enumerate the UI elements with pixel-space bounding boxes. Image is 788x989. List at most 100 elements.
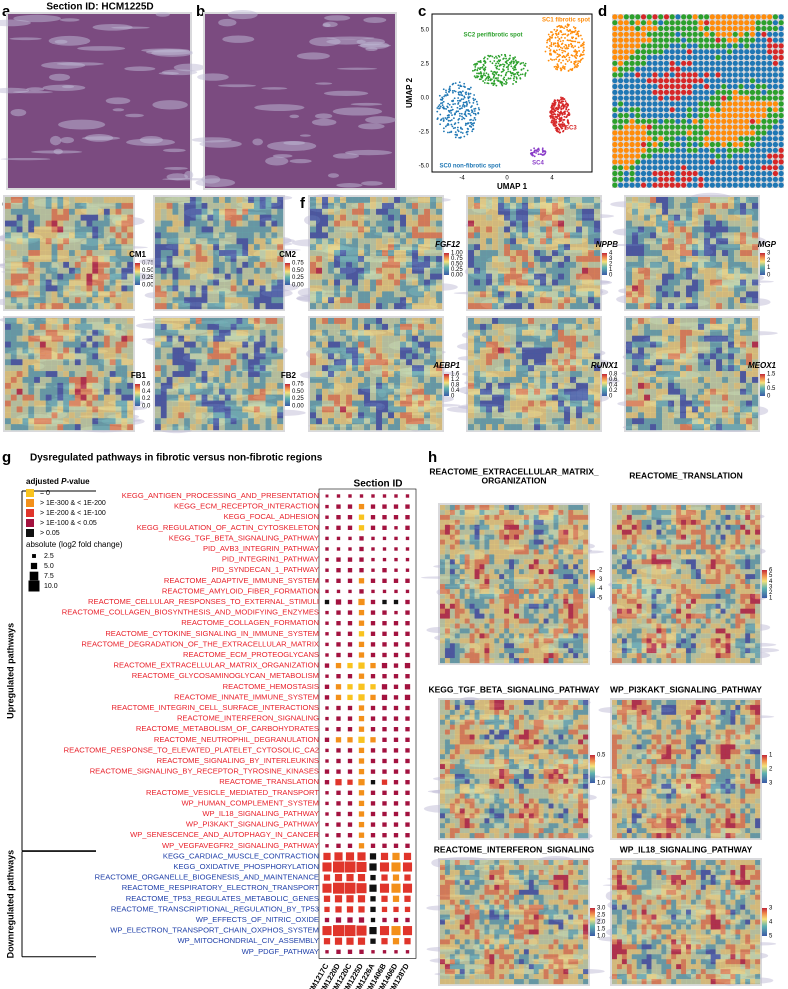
spot bbox=[46, 347, 52, 353]
spot bbox=[704, 72, 709, 77]
spot bbox=[687, 14, 692, 19]
spot bbox=[635, 67, 640, 72]
spot bbox=[161, 383, 167, 389]
spot bbox=[400, 291, 406, 297]
spot bbox=[474, 232, 480, 238]
spot bbox=[498, 291, 504, 297]
spot bbox=[167, 268, 173, 274]
spot bbox=[266, 395, 272, 401]
spot bbox=[474, 274, 480, 280]
spot bbox=[641, 154, 646, 159]
spot bbox=[316, 209, 322, 215]
spot bbox=[767, 125, 772, 130]
spot bbox=[178, 303, 184, 309]
spot bbox=[17, 280, 23, 286]
spot bbox=[40, 389, 46, 395]
spot bbox=[167, 244, 173, 250]
spot bbox=[172, 262, 178, 268]
spot bbox=[184, 418, 190, 424]
spot bbox=[277, 406, 283, 412]
spot bbox=[242, 359, 248, 365]
umap-point bbox=[479, 78, 481, 80]
spot bbox=[582, 285, 588, 291]
umap-point bbox=[461, 128, 463, 130]
spot bbox=[22, 342, 28, 348]
spot bbox=[352, 215, 358, 221]
spot bbox=[277, 238, 283, 244]
spot bbox=[178, 203, 184, 209]
spot bbox=[576, 221, 582, 227]
spot bbox=[629, 20, 634, 25]
spot bbox=[98, 232, 104, 238]
spot bbox=[698, 26, 703, 31]
spot bbox=[178, 406, 184, 412]
spot bbox=[376, 232, 382, 238]
spot bbox=[647, 107, 652, 112]
spot bbox=[98, 330, 104, 336]
spot bbox=[271, 395, 277, 401]
spot bbox=[710, 49, 715, 54]
spot bbox=[17, 377, 23, 383]
spot bbox=[406, 238, 412, 244]
spot bbox=[394, 244, 400, 250]
spot bbox=[528, 303, 534, 309]
spot bbox=[155, 221, 161, 227]
spot bbox=[155, 318, 161, 324]
colorbar bbox=[285, 263, 290, 285]
spot bbox=[11, 268, 17, 274]
spot bbox=[641, 26, 646, 31]
umap-point bbox=[524, 75, 526, 77]
colorbar-label: 0.25 bbox=[292, 275, 304, 281]
spot bbox=[681, 20, 686, 25]
spot bbox=[721, 61, 726, 66]
tissue-streak bbox=[358, 123, 385, 129]
spot bbox=[641, 101, 646, 106]
spot bbox=[687, 101, 692, 106]
spot bbox=[86, 291, 92, 297]
spot bbox=[121, 395, 127, 401]
tissue-streak bbox=[336, 183, 362, 188]
spot bbox=[184, 215, 190, 221]
spot bbox=[394, 226, 400, 232]
spot bbox=[492, 209, 498, 215]
spot bbox=[121, 209, 127, 215]
spot bbox=[40, 256, 46, 262]
spot bbox=[207, 318, 213, 324]
spot bbox=[92, 262, 98, 268]
spot bbox=[167, 383, 173, 389]
umap-point bbox=[554, 42, 556, 44]
spot bbox=[266, 377, 272, 383]
spot bbox=[370, 226, 376, 232]
spot bbox=[266, 383, 272, 389]
spot bbox=[260, 221, 266, 227]
spot bbox=[231, 221, 237, 227]
spot bbox=[121, 215, 127, 221]
spot bbox=[664, 14, 669, 19]
spot bbox=[28, 209, 34, 215]
umap-point bbox=[556, 26, 558, 28]
umap-point bbox=[470, 122, 472, 124]
spot bbox=[370, 303, 376, 309]
spot bbox=[474, 280, 480, 286]
spot bbox=[5, 406, 11, 412]
spot bbox=[34, 297, 40, 303]
spot bbox=[5, 262, 11, 268]
spot bbox=[104, 365, 110, 371]
spot bbox=[727, 148, 732, 153]
spot bbox=[5, 383, 11, 389]
spot bbox=[178, 418, 184, 424]
spot bbox=[635, 142, 640, 147]
spot bbox=[225, 365, 231, 371]
spot bbox=[582, 226, 588, 232]
spot bbox=[17, 318, 23, 324]
umap-point bbox=[466, 134, 468, 136]
spot bbox=[178, 244, 184, 250]
spot bbox=[704, 113, 709, 118]
spot bbox=[236, 389, 242, 395]
spot bbox=[681, 101, 686, 106]
spot bbox=[618, 67, 623, 72]
spot bbox=[334, 297, 340, 303]
spot bbox=[629, 119, 634, 124]
spot bbox=[213, 395, 219, 401]
spot bbox=[424, 280, 430, 286]
